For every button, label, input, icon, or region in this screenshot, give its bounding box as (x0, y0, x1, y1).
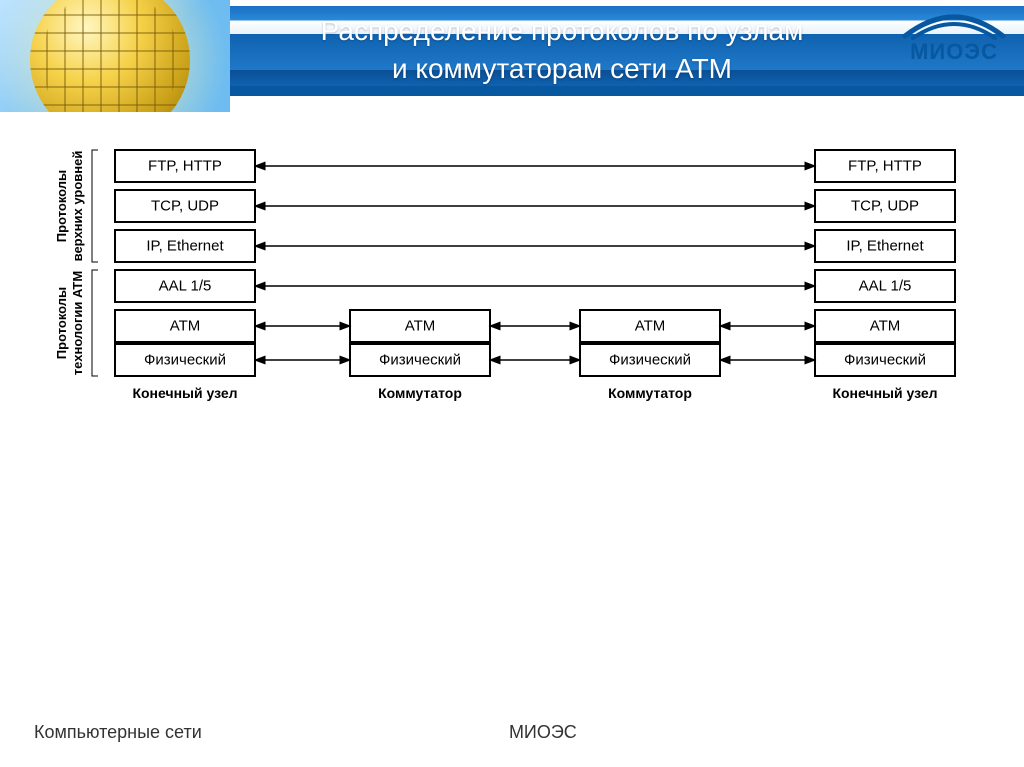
footer-center: МИОЭС (62, 722, 1024, 743)
layer-label: FTP, HTTP (148, 158, 222, 175)
globe-decoration (0, 0, 230, 112)
layer-label: TCP, UDP (151, 198, 219, 215)
side-label-line: Протоколы (54, 287, 69, 359)
column-caption: Коммутатор (608, 385, 692, 401)
side-label-line: верхних уровней (70, 151, 85, 262)
layer-label: ATM (405, 318, 436, 335)
layer-label: AAL 1/5 (159, 278, 212, 295)
layer-label: Физический (144, 352, 226, 369)
title-line-2: и коммутаторам сети ATM (230, 50, 894, 88)
layer-label: ATM (170, 318, 201, 335)
layer-label: ATM (870, 318, 901, 335)
layer-label: Физический (379, 352, 461, 369)
slide-footer: Компьютерные сети МИОЭС (0, 722, 1024, 743)
side-label-line: Протоколы (54, 170, 69, 242)
layer-label: Физический (844, 352, 926, 369)
layer-label: IP, Ethernet (146, 238, 224, 255)
logo-arc-icon (899, 4, 1009, 40)
side-label-line: технологии ATM (70, 271, 85, 375)
side-bracket (92, 150, 98, 262)
layer-label: FTP, HTTP (848, 158, 922, 175)
layer-label: ATM (635, 318, 666, 335)
column-caption: Конечный узел (132, 385, 237, 401)
layer-label: TCP, UDP (851, 198, 919, 215)
logo-text: МИОЭС (894, 39, 1014, 65)
side-bracket (92, 270, 98, 376)
layer-label: IP, Ethernet (846, 238, 924, 255)
layer-label: AAL 1/5 (859, 278, 912, 295)
slide-header: Распределение протоколов по узлам и комм… (0, 0, 1024, 112)
slide-title: Распределение протоколов по узлам и комм… (230, 12, 894, 88)
column-caption: Коммутатор (378, 385, 462, 401)
title-line-1: Распределение протоколов по узлам (230, 12, 894, 50)
protocol-distribution-diagram: FTP, HTTP FTP, HTTP TCP, UDP TCP, UDP IP, Et… (20, 130, 1004, 490)
column-caption: Конечный узел (832, 385, 937, 401)
layer-label: Физический (609, 352, 691, 369)
org-logo: МИОЭС (894, 4, 1014, 74)
